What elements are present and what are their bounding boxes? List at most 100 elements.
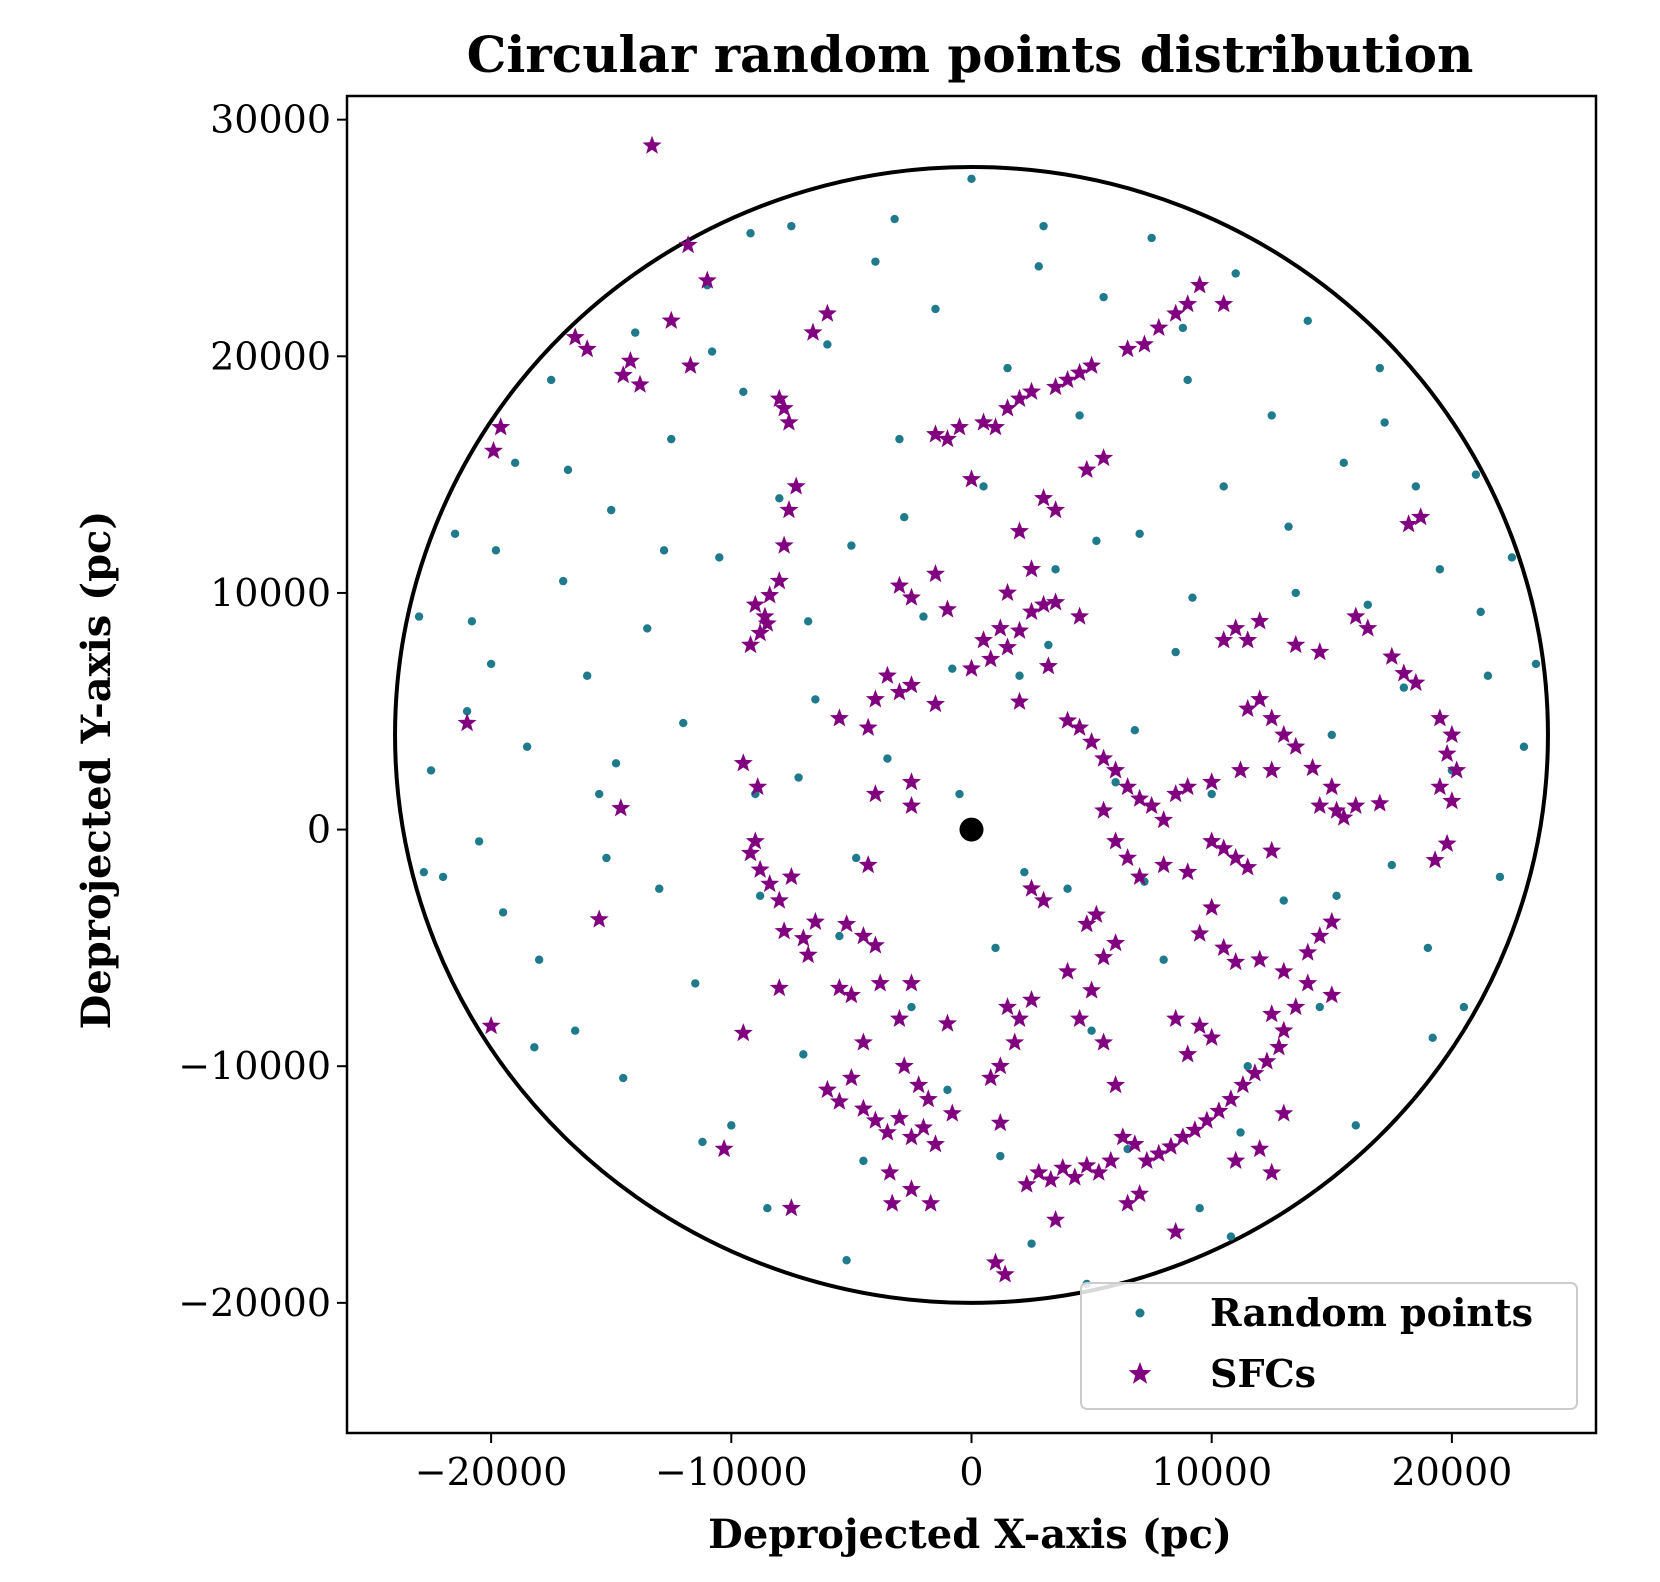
sfc-star-point [1118,848,1138,867]
sfc-star-point [1034,594,1054,613]
sfc-star-point [926,694,945,713]
random-point [582,671,592,680]
sfc-star-point [1166,1008,1186,1027]
sfc-star-point [1310,642,1330,661]
sfc-star-point [642,135,662,154]
sfc-star-point [1149,317,1169,336]
random-point [546,375,556,385]
sfc-star-point [853,926,873,945]
random-point [967,174,976,184]
random-point [727,1121,736,1130]
random-point [1291,588,1300,598]
sfc-star-point [750,859,770,878]
random-point [530,1043,539,1052]
random-point [1171,647,1180,657]
sfc-star-point [1118,1193,1138,1212]
plot-area [393,135,1550,1305]
random-point [1039,221,1048,231]
random-point [1178,323,1188,333]
random-point [450,529,460,538]
sfc-star-point [1262,760,1282,779]
sfc-star-point [1070,362,1090,381]
sfc-star-point [733,753,753,772]
sfc-star-point [909,1075,929,1094]
random-point [1020,867,1029,877]
random-point [1087,1026,1096,1035]
sfc-star-point [1442,724,1462,743]
sfc-star-point [901,1179,921,1198]
sfc-star-point [1154,810,1174,829]
sfc-star-point [760,585,780,604]
sfc-star-point [1041,1169,1061,1188]
sfc-star-point [774,398,794,417]
sfc-star-point [620,351,640,370]
random-point [931,304,940,314]
sfc-star-point [1094,748,1114,767]
sfc-star-point [1058,710,1078,729]
sfc-star-point [995,1264,1015,1283]
sfc-star-point [491,417,511,436]
sfc-star-point [1082,980,1102,999]
sfc-star-point [880,1162,900,1181]
sfc-star-point [1322,777,1342,796]
sfc-star-point [990,1113,1010,1132]
sfc-star-point [981,1068,1001,1087]
random-point [1303,316,1312,326]
random-point [883,754,892,763]
sfc-star-point [1430,708,1450,727]
sfc-star-point [894,1056,914,1075]
sfc-star-point [661,310,681,329]
sfc-star-point [1430,777,1450,796]
series-sfcs [457,135,1467,1283]
sfc-star-point [1322,911,1342,930]
sfc-star-point [901,973,921,992]
sfc-star-point [1226,952,1246,971]
sfc-star-point [986,417,1005,436]
sfc-star-point [1082,355,1102,374]
random-point [558,576,568,586]
sfc-star-point [1190,923,1210,942]
sfc-star-point [817,1079,837,1098]
sfc-star-point [865,1110,885,1129]
random-point [1483,671,1493,680]
random-point [775,494,784,503]
random-point [1435,565,1445,574]
random-point [746,229,755,238]
sfc-star-point [1399,514,1419,533]
sfc-star-point [1262,708,1282,727]
legend-dot [1135,1308,1145,1318]
sfc-star-point [1250,1139,1270,1158]
sfc-star-point [1202,1027,1222,1046]
x-axis-label: Deprojected X-axis (pc) [708,1511,1232,1558]
random-point [811,695,820,704]
random-point [498,908,508,917]
sfc-star-point [1149,1143,1169,1162]
sfc-star-point [774,921,794,940]
random-point [835,931,844,941]
sfc-star-point [577,339,597,358]
random-point [943,1085,952,1095]
sfc-star-point [1190,1016,1210,1035]
sfc-star-point [774,535,794,554]
random-point [619,1073,628,1083]
random-point [1219,482,1228,491]
sfc-star-point [889,682,909,701]
legend: Random points SFCs [1080,1282,1578,1410]
random-point [1375,363,1385,373]
random-point [631,328,640,337]
random-point [1147,233,1156,243]
sfc-star-point [1197,1110,1217,1129]
sfc-star-point [1173,1127,1193,1146]
sfc-star-point [757,613,777,632]
sfc-star-point [741,635,760,654]
random-point [1363,600,1373,609]
sfc-star-point [837,914,857,933]
sfc-star-point [1221,1089,1241,1108]
center-marker [959,817,984,842]
sfc-star-point [1130,788,1150,807]
sfc-star-point [865,689,885,708]
random-point [799,1050,808,1059]
random-point [1519,742,1529,751]
sfc-star-point [998,637,1017,656]
sfc-star-point [1370,793,1390,812]
